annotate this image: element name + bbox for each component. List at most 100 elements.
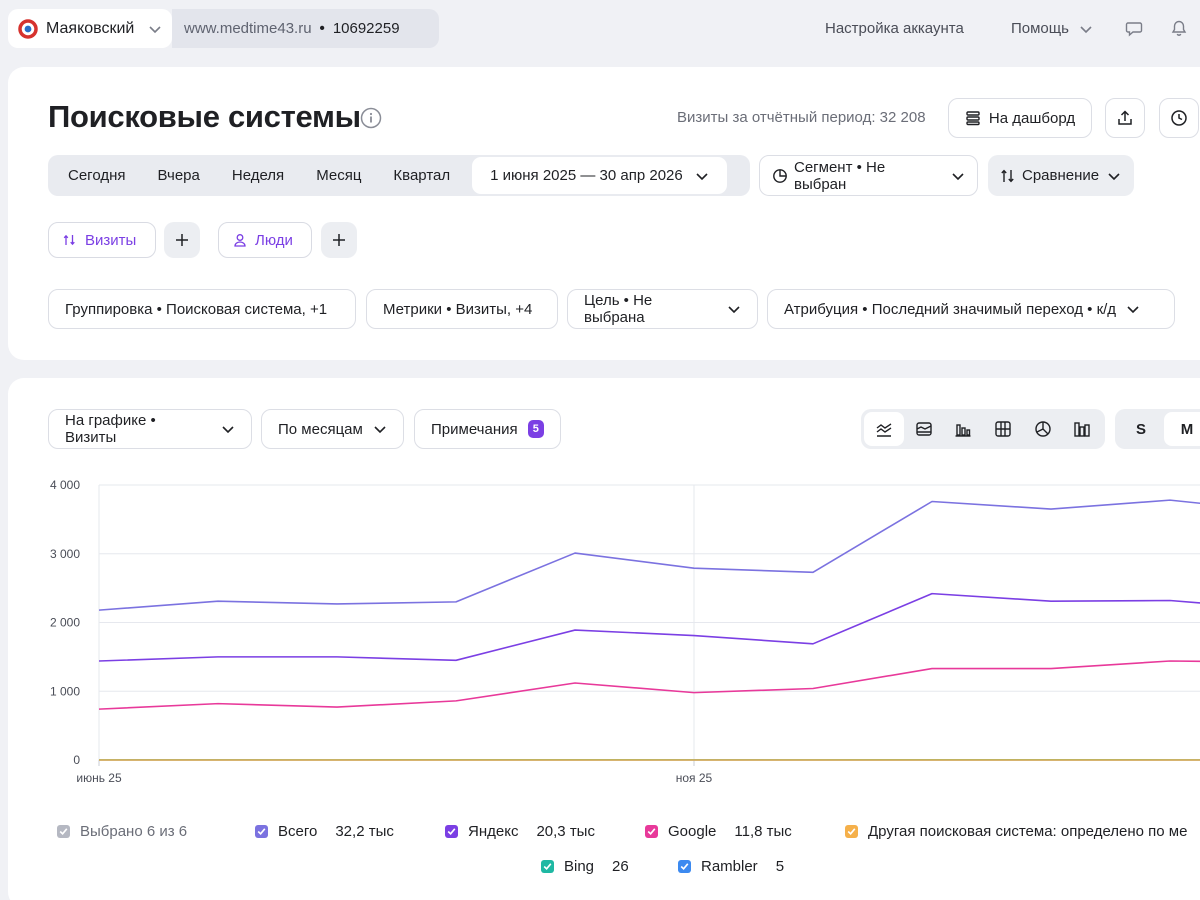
history-button[interactable] (1159, 98, 1199, 138)
account-settings-label: Настройка аккаунта (825, 20, 964, 37)
chevron-down-icon (1126, 302, 1140, 316)
legend-value: 32,2 тыс (335, 823, 394, 840)
legend-item-total[interactable]: Всего 32,2 тыс (255, 823, 394, 840)
user-icon (233, 233, 247, 247)
legend-item-yandex[interactable]: Яндекс 20,3 тыс (445, 823, 595, 840)
add-metric-button[interactable] (164, 222, 200, 258)
period-today[interactable]: Сегодня (68, 167, 126, 184)
separator: • (319, 20, 325, 37)
attribution-label: Атрибуция • Последний значимый переход •… (784, 300, 1117, 318)
plus-icon (332, 233, 346, 247)
people-tag[interactable]: Люди (218, 222, 312, 258)
metrics-label: Метрики • Визиты, +4 (383, 300, 533, 318)
site-selector[interactable]: Маяковский (8, 9, 172, 48)
chevron-down-icon (1107, 169, 1121, 183)
line-chart-icon[interactable] (864, 412, 904, 446)
site-name: Маяковский (46, 19, 135, 37)
notes-count-badge: 5 (527, 420, 544, 438)
chevron-down-icon (695, 169, 709, 183)
pie-chart-icon (772, 168, 788, 184)
checkbox-icon (645, 825, 658, 838)
legend-value: 20,3 тыс (536, 823, 595, 840)
goal-label: Цель • Не выбрана (584, 292, 653, 326)
legend-item-rambler[interactable]: Rambler 5 (678, 858, 784, 875)
visits-tag[interactable]: Визиты (48, 222, 156, 258)
chart-metric-selector[interactable]: На графике • Визиты (48, 409, 252, 449)
plus-icon (175, 233, 189, 247)
period-selector: Сегодня Вчера Неделя Месяц Квартал 1 июн… (48, 155, 750, 196)
notes-label: Примечания (431, 420, 518, 438)
share-icon (1116, 109, 1134, 127)
clock-icon (1170, 109, 1188, 127)
compare-selector[interactable]: Сравнение (988, 155, 1134, 196)
counter-id: 10692259 (332, 20, 400, 37)
site-logo-icon (18, 18, 38, 39)
pie-chart-icon[interactable] (1023, 412, 1063, 446)
legend-value: 5 (775, 858, 785, 875)
visits-tag-label: Визиты (85, 231, 137, 249)
grouping-label: Группировка • Поисковая система, +1 (65, 300, 328, 318)
checkbox-icon (678, 860, 691, 873)
granularity-selector[interactable]: По месяцам (261, 409, 404, 449)
chart-type-switcher (861, 409, 1105, 449)
dashboard-label: На дашборд (988, 109, 1076, 127)
bar-chart-icon[interactable] (943, 412, 983, 446)
legend-label: Rambler (701, 858, 758, 875)
attribution-filter[interactable]: Атрибуция • Последний значимый переход •… (767, 289, 1175, 329)
y-tick-label: 4 000 (50, 478, 80, 492)
size-s-button[interactable]: S (1135, 420, 1146, 438)
page-title: Поисковые системы (48, 99, 361, 134)
export-button[interactable] (1105, 98, 1145, 138)
segment-selector[interactable]: Сегмент • Не выбран (759, 155, 978, 196)
period-quarter[interactable]: Квартал (393, 167, 451, 184)
visits-line-chart: 4 000 3 000 2 000 1 000 0 июнь 25 ноя 25 (50, 478, 1200, 785)
x-tick-label: ноя 25 (676, 771, 713, 785)
y-tick-label: 3 000 (50, 547, 80, 561)
legend-item-google[interactable]: Google 11,8 тыс (645, 823, 792, 840)
people-tag-label: Люди (255, 231, 293, 249)
add-people-button[interactable] (321, 222, 357, 258)
period-yesterday[interactable]: Вчера (157, 167, 200, 184)
legend-label: Яндекс (468, 823, 519, 840)
table-chart-icon[interactable] (983, 412, 1023, 446)
chart-size-switcher: S M (1115, 409, 1200, 449)
date-range-picker[interactable]: 1 июня 2025 — 30 апр 2026 (472, 157, 727, 194)
help-menu[interactable]: Помощь (1011, 20, 1093, 37)
compare-label: Сравнение (1022, 167, 1100, 184)
checkbox-icon (255, 825, 268, 838)
notes-button[interactable]: Примечания 5 (414, 409, 561, 449)
column-chart-icon[interactable] (1062, 412, 1102, 446)
y-tick-label: 0 (73, 753, 80, 767)
grouping-filter[interactable]: Группировка • Поисковая система, +1 (48, 289, 356, 329)
period-month[interactable]: Месяц (316, 167, 362, 184)
legend-label: Всего (278, 823, 318, 840)
legend-item-other[interactable]: Другая поисковая система: определено по … (845, 823, 1200, 840)
goal-filter[interactable]: Цель • Не выбрана (567, 289, 758, 329)
legend-label: Другая поисковая система: определено по … (868, 823, 1188, 840)
dashboard-button[interactable]: На дашборд (948, 98, 1092, 138)
size-m-button[interactable]: M (1164, 412, 1200, 446)
period-week[interactable]: Неделя (231, 167, 285, 184)
help-label: Помощь (1011, 20, 1069, 37)
compare-icon (1000, 168, 1016, 184)
checkbox-icon (445, 825, 458, 838)
chevron-down-icon (373, 422, 387, 436)
site-url: www.medtime43.ru (184, 20, 312, 37)
bell-icon[interactable] (1170, 19, 1188, 37)
area-chart-icon[interactable] (904, 412, 944, 446)
legend-selected[interactable]: Выбрано 6 из 6 (57, 823, 187, 840)
visits-total: Визиты за отчётный период: 32 208 (677, 109, 926, 126)
chevron-down-icon (1079, 22, 1093, 36)
legend-selected-label: Выбрано 6 из 6 (80, 823, 188, 840)
legend-item-bing[interactable]: Bing 26 (541, 858, 629, 875)
dashboard-icon (965, 110, 981, 126)
segment-label: Сегмент • Не выбран (794, 158, 886, 193)
series-line (98, 499, 1200, 611)
chat-icon[interactable] (1125, 19, 1143, 37)
granularity-label: По месяцам (278, 420, 363, 438)
metrics-filter[interactable]: Метрики • Визиты, +4 (366, 289, 558, 329)
account-settings-link[interactable]: Настройка аккаунта (825, 20, 964, 37)
visits-icon (63, 233, 77, 247)
y-tick-label: 1 000 (50, 684, 80, 698)
info-icon[interactable] (360, 107, 382, 129)
